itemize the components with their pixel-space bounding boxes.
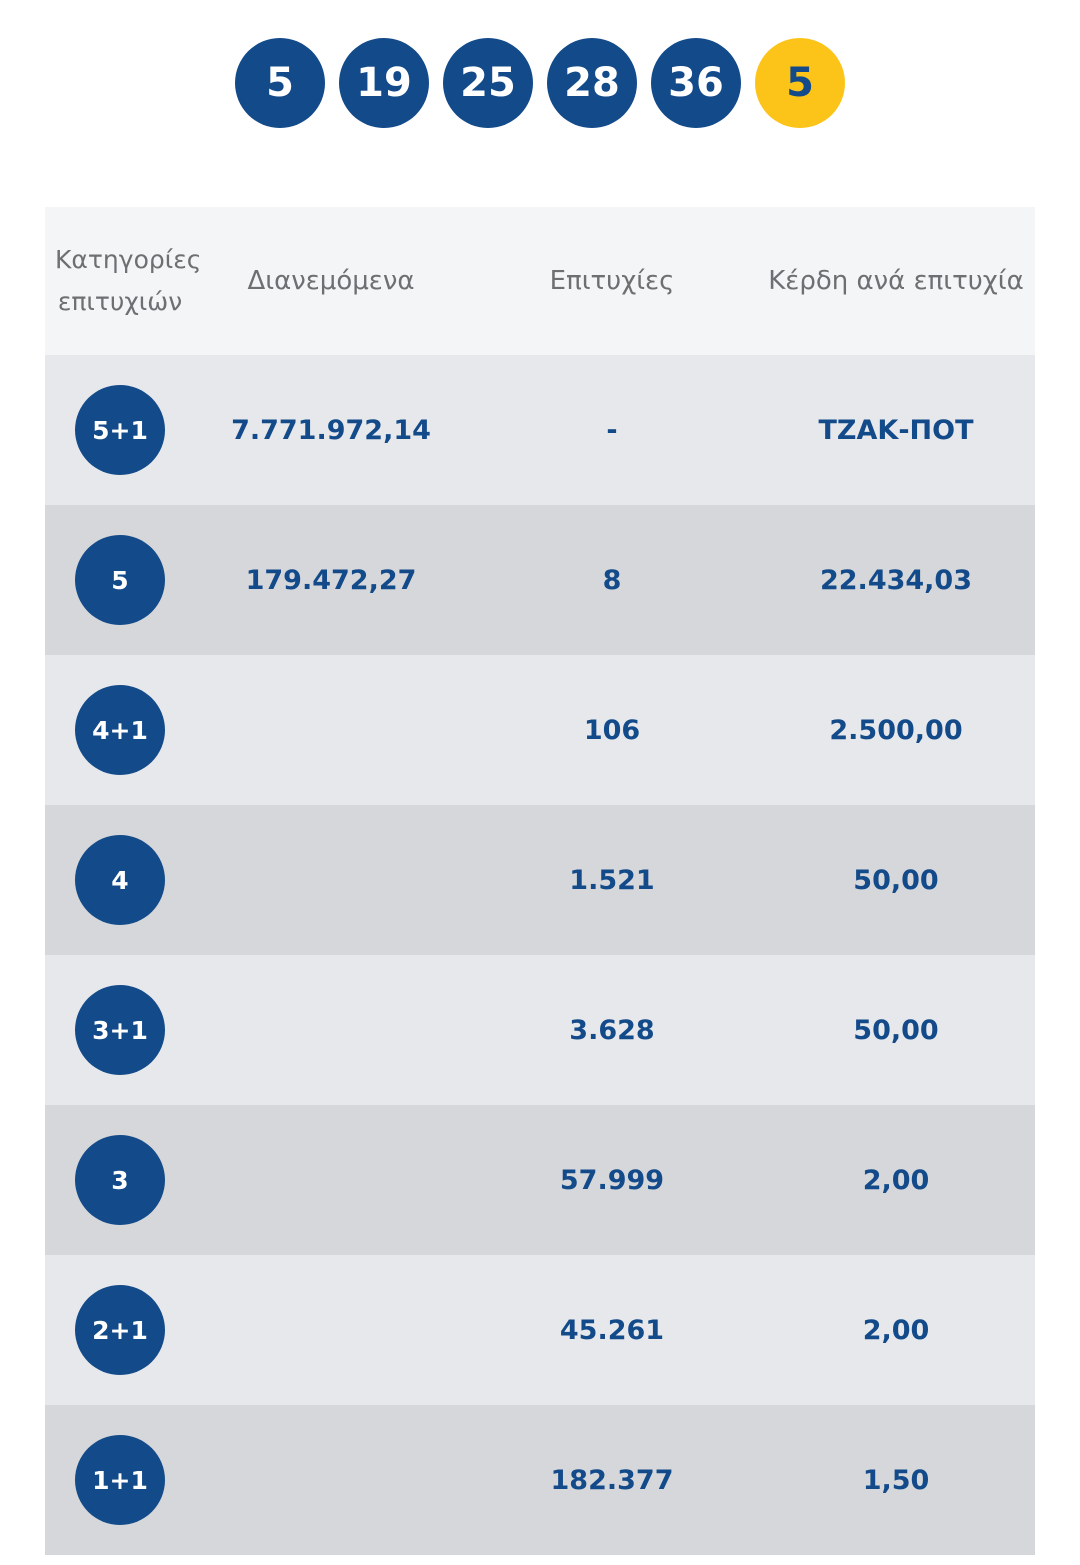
category-cell: 1+1 — [45, 1435, 195, 1525]
category-badge: 3+1 — [75, 985, 165, 1075]
table-row: 3+1 3.628 50,00 — [45, 955, 1035, 1105]
category-badge: 4 — [75, 835, 165, 925]
category-badge: 5 — [75, 535, 165, 625]
number-ball: 28 — [547, 38, 637, 128]
drawn-numbers: 5 19 25 28 36 5 — [0, 38, 1080, 128]
number-ball: 19 — [339, 38, 429, 128]
category-cell: 5+1 — [45, 385, 195, 475]
table-cell: 8 — [602, 564, 622, 596]
number-ball: 5 — [235, 38, 325, 128]
header-cell: Κέρδη ανά επιτυχία — [768, 266, 1024, 296]
table-cell: 2,00 — [862, 1314, 930, 1346]
category-badge: 1+1 — [75, 1435, 165, 1525]
table-row: 4 1.521 50,00 — [45, 805, 1035, 955]
category-badge: 3 — [75, 1135, 165, 1225]
category-cell: 3 — [45, 1135, 195, 1225]
header-cell: Κατηγορίες επιτυχιών — [55, 245, 202, 316]
category-cell: 3+1 — [45, 985, 195, 1075]
category-cell: 2+1 — [45, 1285, 195, 1375]
table-cell: 179.472,27 — [245, 564, 417, 596]
table-row: 2+1 45.261 2,00 — [45, 1255, 1035, 1405]
header-cell: Επιτυχίες — [549, 266, 675, 296]
table-header: Κατηγορίες επιτυχιών Διανεμόμενα Επιτυχίες… — [45, 207, 1035, 355]
table-cell: 57.999 — [559, 1164, 665, 1196]
number-ball: 36 — [651, 38, 741, 128]
category-badge: 4+1 — [75, 685, 165, 775]
category-cell: 5 — [45, 535, 195, 625]
bonus-ball: 5 — [755, 38, 845, 128]
prize-table: Κατηγορίες επιτυχιών Διανεμόμενα Επιτυχίες… — [45, 207, 1035, 1555]
table-cell: 7.771.972,14 — [231, 414, 431, 446]
table-cell: 50,00 — [853, 864, 939, 896]
category-badge: 5+1 — [75, 385, 165, 475]
number-ball: 25 — [443, 38, 533, 128]
table-row: 5+1 7.771.972,14 - ΤΖΑΚ-ΠΟΤ — [45, 355, 1035, 505]
table-row: 1+1 182.377 1,50 — [45, 1405, 1035, 1555]
table-cell: 45.261 — [559, 1314, 665, 1346]
table-row: 5 179.472,27 8 22.434,03 — [45, 505, 1035, 655]
table-cell: ΤΖΑΚ-ΠΟΤ — [818, 414, 974, 446]
category-cell: 4 — [45, 835, 195, 925]
category-badge: 2+1 — [75, 1285, 165, 1375]
header-cell: Διανεμόμενα — [247, 266, 415, 296]
table-cell: 1,50 — [862, 1464, 930, 1496]
table-cell: 182.377 — [550, 1464, 674, 1496]
table-cell: 2.500,00 — [829, 714, 963, 746]
table-cell: - — [606, 414, 618, 446]
table-row: 3 57.999 2,00 — [45, 1105, 1035, 1255]
table-cell: 50,00 — [853, 1014, 939, 1046]
table-cell: 2,00 — [862, 1164, 930, 1196]
category-cell: 4+1 — [45, 685, 195, 775]
table-row: 4+1 106 2.500,00 — [45, 655, 1035, 805]
table-cell: 22.434,03 — [819, 564, 973, 596]
table-cell: 106 — [583, 714, 641, 746]
table-cell: 1.521 — [569, 864, 655, 896]
table-cell: 3.628 — [569, 1014, 655, 1046]
